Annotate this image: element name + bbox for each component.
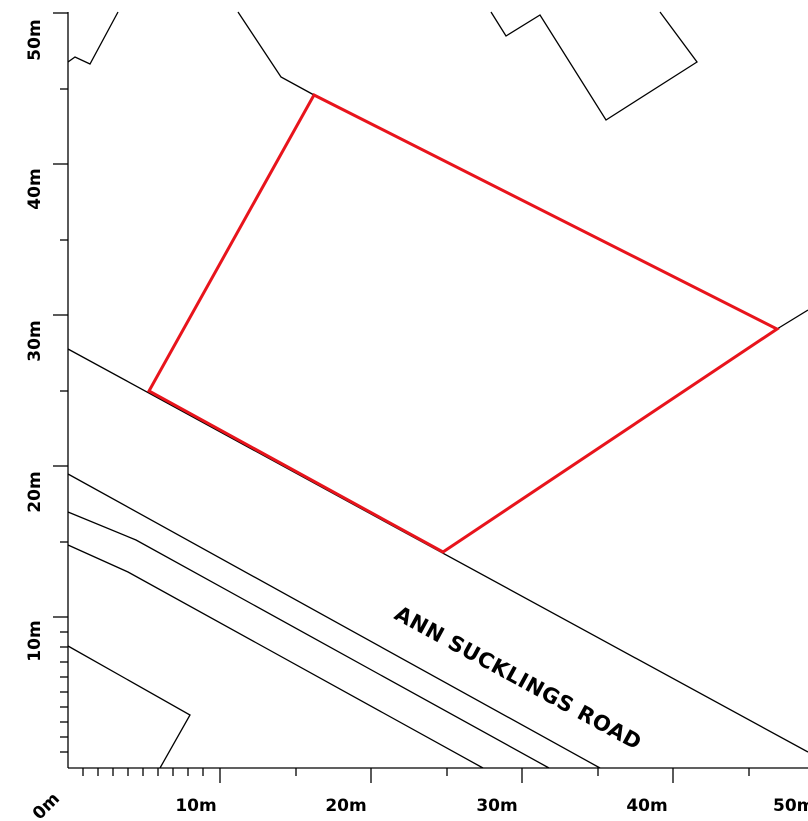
- y-label-30m: 30m: [25, 320, 45, 361]
- footway-line-1: [67, 511, 550, 769]
- map-features: [67, 11, 808, 769]
- x-label-40m: 40m: [626, 796, 667, 816]
- y-label-10m: 10m: [25, 620, 45, 661]
- road-south-edge: [67, 473, 601, 769]
- top-left-building-outline: [67, 11, 119, 65]
- y-axis-ticks: [53, 12, 68, 753]
- y-label-50m: 50m: [25, 19, 45, 60]
- top-right-building-outline: [490, 11, 698, 121]
- neighbouring-plot-edge: [237, 11, 315, 96]
- x-axis-labels: 0m 10m 20m 30m 40m 50m: [29, 789, 808, 821]
- y-axis-labels: 50m 40m 30m 20m 10m: [25, 19, 45, 661]
- x-label-30m: 30m: [476, 796, 517, 816]
- x-label-50m: 50m: [773, 796, 808, 816]
- axis-lines: [67, 12, 808, 769]
- y-label-20m: 20m: [25, 471, 45, 512]
- x-label-0m: 0m: [29, 789, 64, 821]
- x-axis-ticks: [82, 768, 750, 783]
- y-label-40m: 40m: [25, 168, 45, 209]
- site-boundary: [146, 93, 780, 554]
- road-name-label: ANN SUCKLINGS ROAD: [391, 601, 646, 754]
- x-label-10m: 10m: [175, 796, 216, 816]
- x-label-20m: 20m: [325, 796, 366, 816]
- plot-east-edge-extension: [776, 309, 808, 330]
- footway-line-2: [67, 544, 484, 769]
- bottom-left-building-outline: [67, 645, 191, 769]
